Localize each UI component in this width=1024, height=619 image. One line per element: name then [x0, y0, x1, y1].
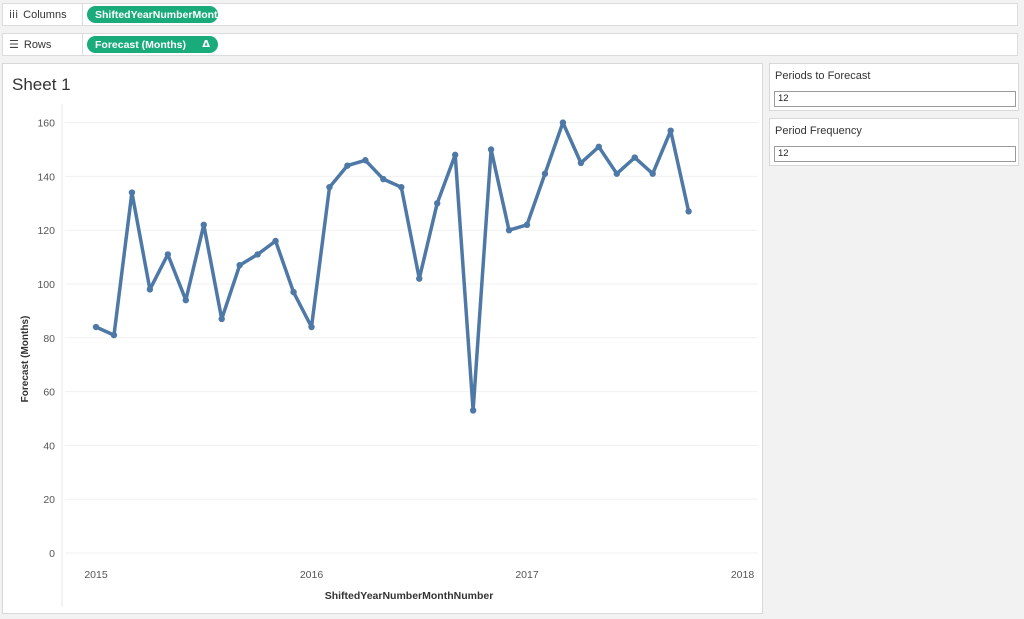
data-point[interactable] [164, 251, 172, 258]
columns-shelf[interactable]: iii Columns ShiftedYearNumberMont.. [2, 3, 1018, 26]
x-tick-labels: 2015 2016 2017 2018 [84, 569, 754, 581]
chart-grid [65, 122, 758, 554]
param-title: Period Frequency [775, 125, 862, 137]
data-point[interactable] [308, 323, 315, 331]
rows-label: Rows [23, 38, 52, 51]
data-point[interactable] [559, 119, 567, 126]
y-tick-label: 0 [49, 548, 55, 560]
param-periods-to-forecast: Periods to Forecast 12 [769, 63, 1019, 111]
rows-shelf-label: ☰ Rows [3, 34, 83, 55]
data-point[interactable] [451, 151, 459, 159]
data-point[interactable] [613, 170, 620, 177]
y-tick-label: 160 [37, 118, 55, 130]
y-tick-label: 40 [43, 440, 55, 452]
data-point[interactable] [416, 275, 423, 282]
data-point[interactable] [505, 227, 513, 234]
data-point[interactable] [523, 221, 531, 229]
period-frequency-input[interactable]: 12 [774, 146, 1016, 162]
rows-pill[interactable]: Forecast (Months) Δ [87, 36, 218, 53]
x-tick-label: 2017 [515, 569, 539, 581]
x-tick-label: 2016 [300, 569, 324, 581]
data-point[interactable] [380, 175, 387, 183]
data-point[interactable] [326, 183, 333, 191]
data-point[interactable] [595, 143, 603, 151]
columns-pill[interactable]: ShiftedYearNumberMont.. [87, 6, 218, 23]
worksheet: Sheet 1 0 20 40 60 80 100 120 140 160 2015 2016 20… [2, 63, 763, 614]
data-point[interactable] [434, 200, 441, 207]
data-point[interactable] [128, 189, 136, 196]
data-points [92, 119, 692, 414]
y-tick-label: 120 [37, 225, 55, 237]
y-tick-labels: 0 20 40 60 80 100 120 140 160 [37, 118, 55, 560]
data-point[interactable] [254, 251, 261, 258]
sheet-title: Sheet 1 [12, 75, 71, 94]
line-chart: 0 20 40 60 80 100 120 140 160 2015 2016 2017 2018 F… [20, 104, 758, 607]
y-tick-label: 140 [37, 171, 55, 183]
rows-pill-label: Forecast (Months) [95, 38, 187, 51]
y-tick-label: 60 [43, 387, 55, 399]
y-tick-label: 100 [37, 279, 55, 291]
y-tick-label: 80 [43, 333, 55, 345]
y-axis-label: Forecast (Months) [20, 316, 31, 403]
data-point[interactable] [182, 296, 189, 304]
delta-icon: Δ [202, 39, 210, 50]
y-tick-label: 20 [43, 494, 55, 506]
data-point[interactable] [362, 157, 369, 164]
param-period-frequency: Period Frequency 12 [769, 118, 1019, 166]
data-point[interactable] [344, 162, 351, 169]
columns-shelf-label: iii Columns [3, 4, 83, 25]
data-point[interactable] [469, 407, 477, 414]
data-point[interactable] [577, 159, 585, 167]
series-line [94, 120, 691, 413]
param-title: Periods to Forecast [775, 70, 871, 82]
x-axis-label: ShiftedYearNumberMonthNumber [325, 590, 494, 602]
rows-shelf[interactable]: ☰ Rows Forecast (Months) Δ [2, 33, 1018, 56]
x-tick-label: 2015 [84, 569, 108, 581]
data-point[interactable] [685, 208, 692, 215]
data-point[interactable] [146, 286, 154, 293]
columns-icon: iii [9, 8, 19, 21]
data-point[interactable] [218, 315, 225, 323]
rows-icon: ☰ [9, 38, 19, 51]
data-point[interactable] [200, 221, 207, 229]
columns-pill-label: ShiftedYearNumberMont.. [95, 8, 218, 21]
data-point[interactable] [398, 183, 405, 191]
data-point[interactable] [487, 146, 495, 153]
periods-to-forecast-input[interactable]: 12 [774, 91, 1016, 107]
x-tick-label: 2018 [731, 569, 755, 581]
data-point[interactable] [92, 323, 100, 331]
data-point[interactable] [272, 237, 279, 245]
data-point[interactable] [110, 331, 118, 339]
data-point[interactable] [649, 170, 656, 177]
data-point[interactable] [631, 154, 638, 161]
data-point[interactable] [667, 127, 674, 134]
columns-label: Columns [23, 8, 67, 21]
data-point[interactable] [236, 261, 243, 269]
data-point[interactable] [290, 288, 297, 296]
data-point[interactable] [541, 170, 549, 177]
